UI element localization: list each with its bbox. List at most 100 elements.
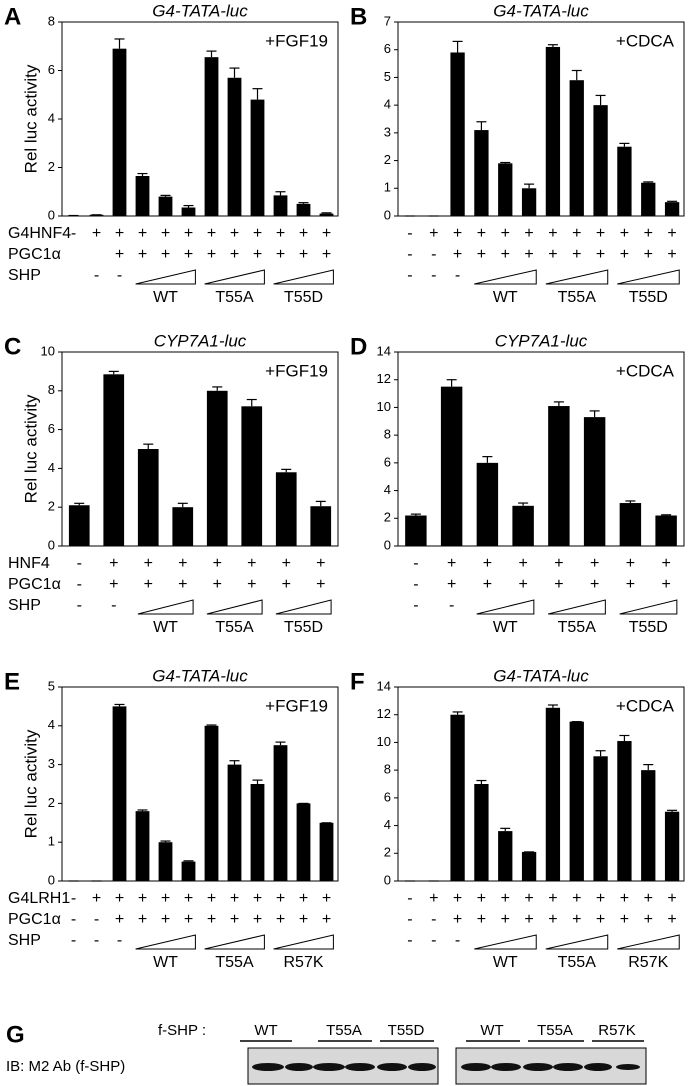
condition-mark: + [184,246,193,263]
condition-mark: + [453,890,462,907]
bar [296,203,311,216]
condition-mark: - [455,932,460,949]
error-bar [667,200,678,203]
condition-mark: + [661,555,670,572]
row-label: G4LRH1 [8,890,70,907]
condition-mark: - [431,267,436,284]
error-bar [500,827,511,832]
condition-mark: + [138,911,147,928]
error-bar [500,161,511,164]
bar [617,146,632,216]
error-bar [183,860,194,862]
y-tick-label: 2 [384,152,391,167]
condition-mark: + [483,576,492,593]
bar [112,48,127,216]
dose-triangle [275,599,332,615]
condition-mark: + [282,576,291,593]
bar [521,851,537,881]
bar [250,99,265,216]
dose-triangle [619,599,678,615]
condition-mark: + [115,911,124,928]
condition-mark: + [447,555,456,572]
panel-letter: D [350,333,367,360]
dose-triangle [137,599,194,615]
error-bar [160,840,171,843]
error-bar [667,809,678,812]
condition-mark: + [590,576,599,593]
condition-mark: + [483,555,492,572]
panel-letter: F [350,668,365,695]
condition-mark: + [548,911,557,928]
group-label: R57K [283,954,323,971]
bar [474,784,489,881]
error-bar [275,741,286,746]
group-label: WT [480,1022,503,1039]
panel-letter: C [4,333,21,360]
condition-mark: - [71,890,76,907]
y-tick-label: 7 [384,13,391,28]
error-bar [619,142,630,147]
y-tick-label: 4 [48,110,55,125]
dose-triangle [204,269,265,285]
group-label: WT [153,289,178,306]
y-tick-label: 0 [384,207,391,222]
condition-mark: - [94,911,99,928]
bar [135,175,150,216]
condition-mark: + [92,225,101,242]
condition-mark: + [626,555,635,572]
y-tick-label: 2 [48,795,55,810]
plot-frame [61,686,339,882]
condition-mark: + [299,890,308,907]
error-bar [229,760,240,765]
condition-mark: - [71,932,76,949]
y-tick-label: 4 [384,817,391,832]
error-bar [160,194,171,197]
condition-mark: + [276,911,285,928]
condition-mark: + [253,225,262,242]
condition-mark: + [247,576,256,593]
bar [181,861,196,881]
condition-mark: + [572,890,581,907]
bar [172,507,194,546]
condition-mark: - [413,576,418,593]
condition-mark: + [322,225,331,242]
y-axis-label: Rel luc activity [21,64,40,173]
bar [474,130,489,216]
condition-mark: + [276,890,285,907]
condition-mark: + [477,246,486,263]
y-tick-label: 8 [384,762,391,777]
row-label: HNF4 [8,555,50,572]
group-label: T55A [558,289,597,306]
error-bar [252,88,263,100]
y-axis-label: Rel luc activity [21,729,40,838]
condition-mark: - [77,555,82,572]
blot-row-label: IB: M2 Ab (f-SHP) [6,1058,125,1075]
condition-mark: + [115,246,124,263]
condition-mark: - [71,225,76,242]
bar [593,756,608,881]
condition-mark: + [316,576,325,593]
condition-mark: + [453,246,462,263]
y-tick-label: 5 [384,69,391,84]
bar [664,202,680,216]
error-bar [446,379,457,387]
condition-mark: + [276,225,285,242]
y-tick-label: 1 [384,180,391,195]
condition-mark: + [477,911,486,928]
bar [521,188,537,216]
y-tick-label: 3 [384,124,391,139]
condition-mark: + [596,246,605,263]
condition-mark: + [161,890,170,907]
bar [619,503,642,546]
group-label: WT [153,619,178,636]
condition-mark: + [572,246,581,263]
bar [545,707,561,881]
group-label: T55A [215,289,254,306]
condition-mark: + [524,225,533,242]
condition-mark: + [501,890,510,907]
error-bar [229,67,240,78]
dose-triangle [474,269,537,285]
bar [664,811,680,881]
group-label: T55D [629,289,668,306]
bar [158,196,173,216]
